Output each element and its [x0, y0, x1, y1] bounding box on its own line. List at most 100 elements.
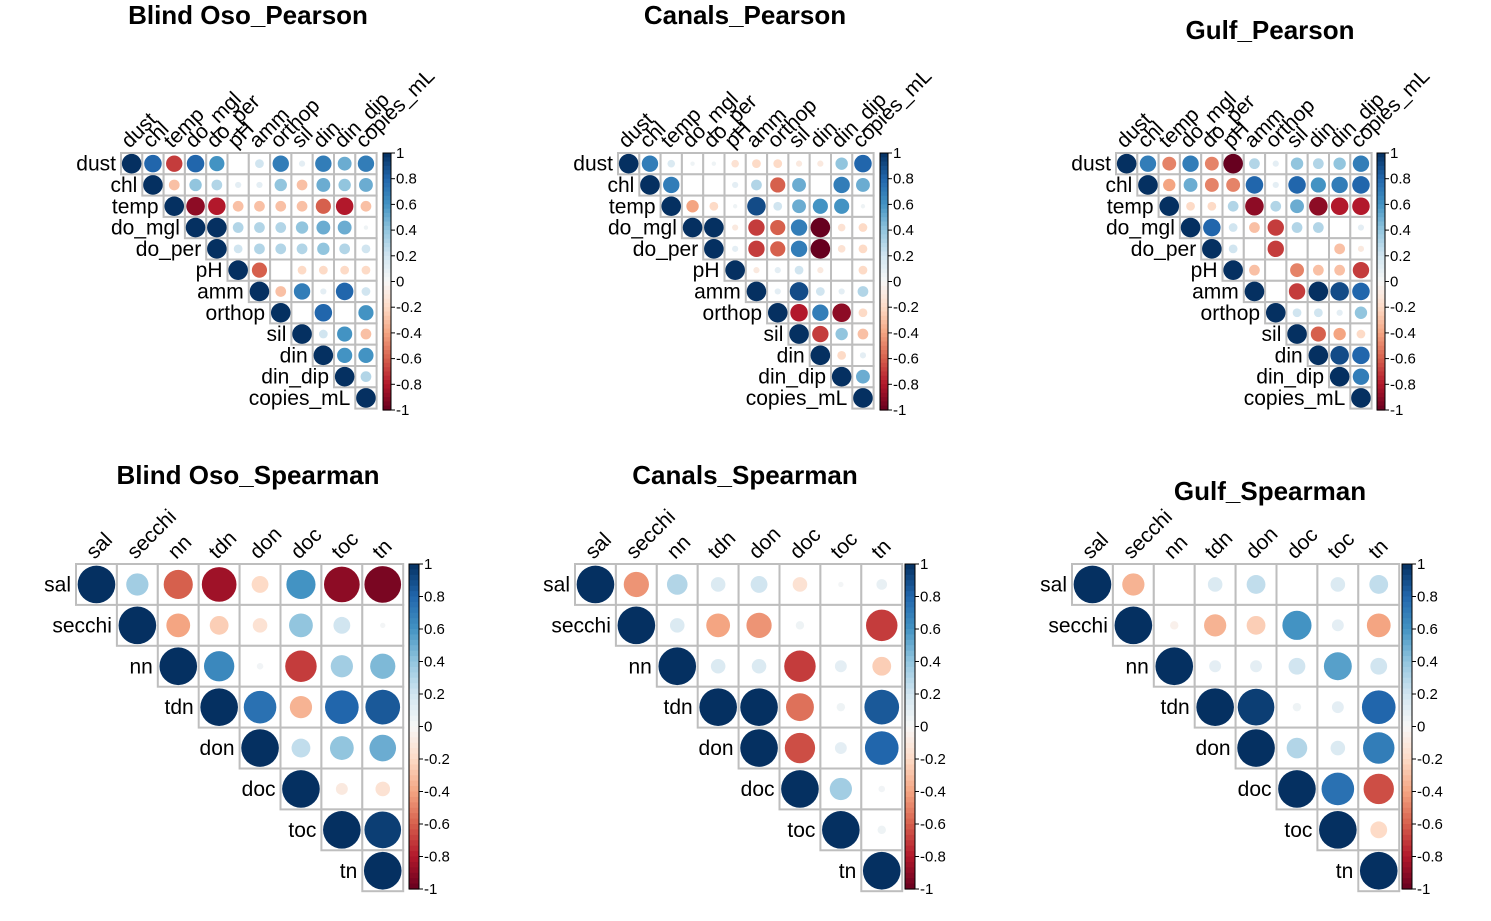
color-bar-segment [1402, 807, 1412, 814]
color-bar-segment [409, 840, 419, 847]
row-label: dust [573, 153, 613, 176]
grid-cell [1357, 603, 1401, 647]
color-bar-segment [1402, 840, 1412, 847]
correlation-circle [249, 281, 270, 302]
correlation-circle [774, 288, 781, 295]
correlation-circle [784, 650, 816, 682]
color-bar-segment [880, 234, 888, 240]
color-bar-segment [1377, 350, 1385, 355]
correlation-circle [789, 282, 809, 301]
color-bar-segment [880, 290, 888, 295]
color-bar-segment [905, 878, 915, 885]
correlation-circle [364, 566, 402, 603]
color-bar-segment [880, 247, 888, 253]
row-label: copies_mL [1244, 387, 1346, 410]
color-bar-tick-label: 0 [396, 274, 404, 291]
corrplot-panel: Gulf_Spearmansalsecchinntdndondoctoctnsa… [1040, 476, 1443, 898]
correlation-circle [77, 565, 116, 604]
row-label: sil [1262, 323, 1282, 346]
color-bar-segment [880, 302, 888, 308]
correlation-circle [296, 243, 308, 255]
correlation-circle [1249, 264, 1260, 276]
row-label: orthop [1201, 302, 1261, 325]
correlation-circle [618, 153, 639, 174]
color-bar-segment [1402, 851, 1412, 858]
correlation-circle [360, 371, 372, 383]
color-bar-tick-label: -0.8 [396, 376, 422, 393]
column-label: doc [1282, 523, 1322, 563]
color-bar-tick-label: -0.8 [920, 849, 946, 866]
correlation-circle [773, 159, 783, 169]
row-label: doc [741, 778, 775, 801]
color-bar-segment [409, 650, 419, 657]
color-bar-segment [409, 829, 419, 836]
color-bar-segment [409, 585, 419, 592]
correlation-circle [316, 220, 331, 235]
correlation-circle [1237, 729, 1275, 767]
correlation-circle [682, 217, 703, 238]
color-bar-segment [905, 677, 915, 684]
color-bar-segment [409, 818, 419, 825]
color-bar-segment [1377, 380, 1385, 385]
panel-title: Gulf_Pearson [1185, 15, 1354, 45]
color-bar-segment [880, 272, 888, 278]
correlation-circle [275, 222, 287, 233]
color-bar-segment [1377, 187, 1385, 193]
color-bar-segment [1377, 174, 1385, 180]
row-label: amm [694, 280, 741, 303]
correlation-circle [1331, 176, 1348, 194]
color-bar-segment [905, 666, 915, 673]
row-label: din_dip [758, 366, 826, 389]
correlation-circle [876, 579, 888, 590]
column-label: doc [286, 523, 326, 563]
correlation-circle [121, 153, 142, 174]
color-bar-segment [409, 623, 419, 630]
correlation-circle [785, 693, 814, 722]
correlation-circle [711, 161, 717, 166]
color-bar-segment [880, 341, 888, 347]
panel-title: Blind Oso_Spearman [117, 460, 380, 490]
color-bar-segment [1402, 623, 1412, 630]
correlation-circle [185, 217, 206, 238]
color-bar-segment [409, 715, 419, 722]
correlation-circle [1354, 306, 1368, 319]
color-bar-segment [1402, 580, 1412, 587]
correlation-circle [211, 179, 223, 191]
color-bar-segment [1377, 285, 1385, 291]
color-bar-segment [880, 354, 888, 360]
correlation-circle [748, 240, 765, 258]
correlation-circle [1330, 577, 1346, 592]
color-bar-segment [880, 264, 888, 270]
color-bar-segment [1402, 666, 1412, 673]
correlation-circle [1245, 196, 1264, 216]
row-label: chl [1105, 174, 1132, 197]
correlation-circle [753, 267, 760, 274]
color-bar-tick-label: -0.6 [1417, 816, 1443, 833]
color-bar-segment [880, 260, 888, 265]
color-bar-segment [409, 878, 419, 885]
color-bar-segment [905, 601, 915, 608]
color-bar-segment [383, 294, 391, 300]
color-bar-segment [880, 307, 888, 313]
color-bar-tick-label: 0.6 [893, 196, 914, 213]
correlation-circle [617, 606, 656, 645]
panel-title: Gulf_Spearman [1174, 476, 1366, 506]
color-bar-segment [1377, 302, 1385, 308]
color-bar-segment [1377, 311, 1385, 317]
correlation-circle [314, 303, 333, 322]
correlation-circle [126, 573, 149, 596]
column-label: tn [867, 535, 896, 564]
color-bar-segment [905, 639, 915, 646]
column-label: don [245, 522, 286, 563]
correlation-circle [201, 567, 237, 602]
color-bar-segment [1377, 157, 1385, 163]
correlation-circle [339, 243, 351, 255]
color-bar-segment [1402, 656, 1412, 663]
correlation-circle [1250, 660, 1262, 673]
correlation-circle [732, 224, 739, 231]
correlation-circle [1278, 770, 1316, 808]
color-bar-segment [905, 813, 915, 820]
correlation-circle [576, 565, 615, 604]
correlation-circle [704, 239, 724, 259]
correlation-circle [163, 569, 193, 600]
